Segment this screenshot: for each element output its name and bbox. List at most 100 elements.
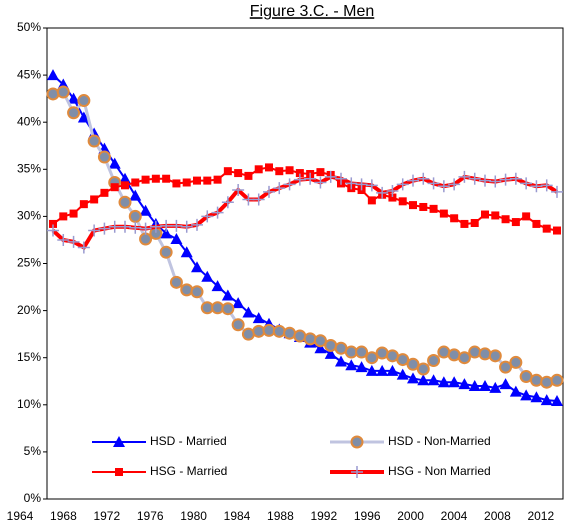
- data-point: [542, 224, 551, 233]
- data-point: [488, 349, 502, 363]
- x-tick-label: 2000: [397, 509, 424, 523]
- data-point: [355, 345, 369, 359]
- data-point: [119, 172, 131, 184]
- data-point: [407, 174, 419, 187]
- data-point: [489, 175, 502, 188]
- data-point: [419, 202, 428, 211]
- data-point: [211, 280, 224, 292]
- data-point: [285, 166, 294, 175]
- data-point: [191, 218, 203, 231]
- legend-label: HSG - Married: [150, 464, 227, 478]
- data-point: [398, 197, 407, 206]
- data-point: [234, 169, 243, 178]
- y-tick-label: 25%: [17, 256, 41, 270]
- data-point: [303, 332, 317, 346]
- data-point: [151, 174, 160, 183]
- data-point: [439, 209, 448, 218]
- data-point: [551, 185, 563, 198]
- y-tick-label: 40%: [17, 114, 41, 128]
- data-point: [551, 395, 563, 407]
- data-point: [232, 184, 245, 197]
- legend-item: HSD - Non-Married: [330, 434, 491, 449]
- data-point: [437, 376, 450, 388]
- data-point: [529, 373, 543, 387]
- data-point: [46, 87, 60, 101]
- data-point: [409, 201, 417, 210]
- legend-label: HSD - Married: [150, 434, 227, 448]
- data-point: [170, 219, 183, 232]
- data-point: [169, 275, 183, 289]
- x-tick-label: 1976: [137, 509, 164, 523]
- data-point: [77, 94, 91, 108]
- data-point: [293, 329, 307, 343]
- data-point: [98, 222, 111, 235]
- data-point: [149, 220, 162, 233]
- data-point: [458, 170, 471, 183]
- data-point: [129, 221, 142, 234]
- data-point: [172, 179, 181, 188]
- data-point: [429, 204, 438, 213]
- data-point: [77, 111, 90, 123]
- data-point: [170, 233, 183, 245]
- legend-marker: [351, 466, 363, 478]
- data-point: [211, 206, 224, 219]
- y-tick-label: 45%: [17, 67, 41, 81]
- data-point: [293, 173, 306, 186]
- y-tick-label: 15%: [17, 350, 41, 364]
- data-point: [252, 312, 265, 324]
- y-tick-label: 50%: [17, 20, 41, 34]
- data-point: [242, 306, 255, 318]
- data-point: [540, 375, 554, 389]
- data-point: [427, 354, 441, 368]
- data-point: [295, 169, 304, 178]
- data-point: [355, 178, 368, 191]
- data-point: [509, 355, 523, 369]
- data-point: [223, 167, 232, 176]
- data-point: [162, 174, 171, 183]
- data-point: [386, 364, 399, 376]
- data-point: [365, 351, 379, 365]
- data-point: [367, 196, 376, 205]
- data-point: [69, 209, 78, 218]
- data-point: [396, 353, 410, 367]
- x-tick-label: 1992: [310, 509, 337, 523]
- data-point: [355, 361, 368, 373]
- x-tick-label: 1988: [267, 509, 294, 523]
- legend-item: HSG - Married: [92, 464, 227, 478]
- x-tick-label: 1980: [180, 509, 207, 523]
- data-point: [335, 172, 347, 185]
- data-point: [324, 347, 337, 359]
- data-point: [244, 171, 253, 180]
- x-tick-label: 1972: [93, 509, 120, 523]
- data-point: [110, 183, 119, 192]
- data-point: [479, 379, 491, 391]
- data-point: [100, 188, 109, 197]
- data-point: [191, 261, 203, 273]
- data-point: [520, 177, 533, 190]
- data-point: [108, 220, 121, 233]
- data-point: [67, 235, 80, 248]
- data-point: [211, 301, 225, 315]
- data-point: [458, 378, 471, 390]
- data-point: [530, 391, 543, 403]
- data-point: [56, 85, 70, 99]
- data-point: [141, 175, 150, 184]
- data-point: [499, 173, 512, 186]
- data-point: [88, 224, 101, 237]
- data-point: [553, 226, 561, 235]
- data-point: [262, 323, 276, 337]
- data-point: [128, 209, 142, 223]
- data-point: [314, 176, 327, 189]
- data-point: [365, 179, 378, 192]
- y-tick-label: 35%: [17, 161, 41, 175]
- data-point: [221, 302, 235, 316]
- x-tick-label: 1984: [224, 509, 251, 523]
- data-point: [530, 180, 543, 193]
- data-point: [180, 283, 194, 297]
- data-point: [314, 342, 327, 354]
- data-point: [522, 212, 531, 221]
- data-point: [468, 379, 481, 391]
- data-point: [241, 327, 255, 341]
- data-point: [131, 178, 140, 187]
- data-point: [90, 195, 99, 204]
